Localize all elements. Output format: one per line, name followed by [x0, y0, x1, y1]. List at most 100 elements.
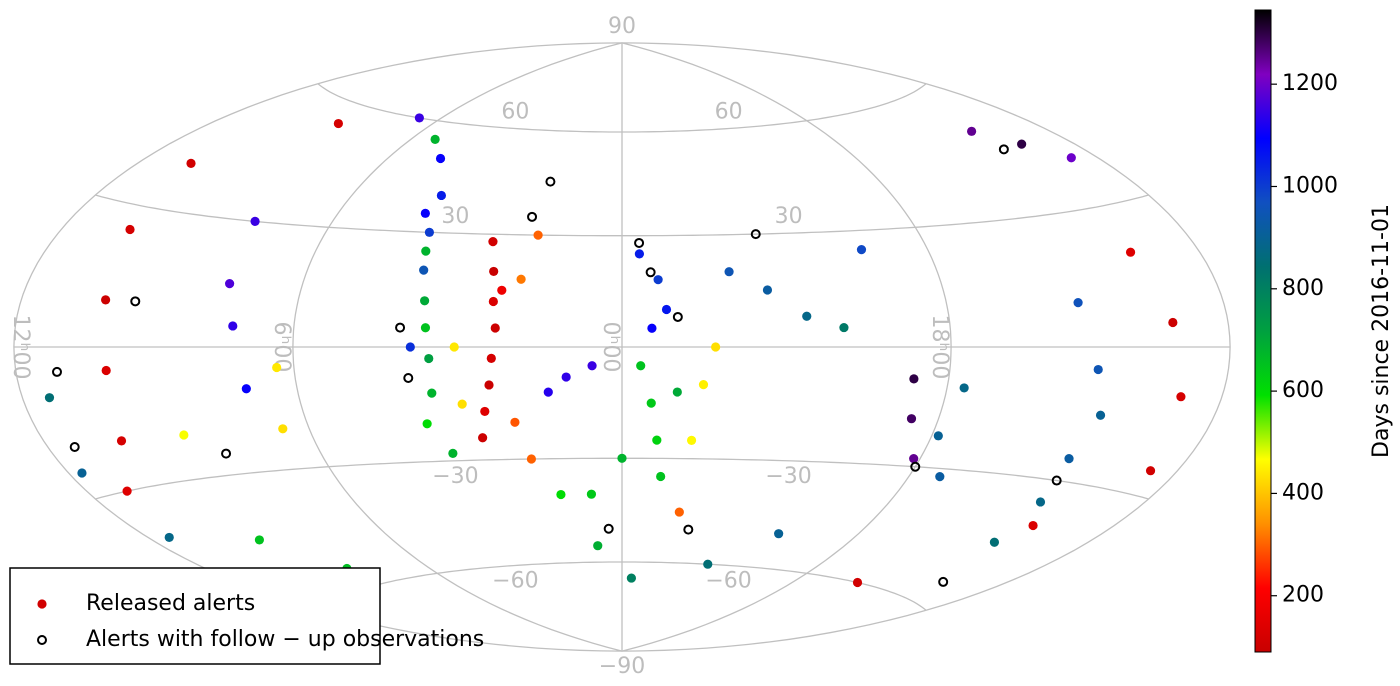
alert-point: [1017, 139, 1027, 149]
alert-point: [556, 489, 566, 500]
lon-tick-label: 0ʰ00: [598, 322, 623, 373]
alert-point: [436, 190, 447, 201]
alert-point: [1066, 153, 1076, 163]
alert-point: [1125, 247, 1136, 257]
alert-point: [488, 296, 498, 307]
alert-point: [414, 113, 424, 123]
colorbar-tick-label: 800: [1282, 276, 1324, 301]
alert-point: [989, 537, 1000, 547]
grid-line: [292, 42, 623, 652]
grid-line: [621, 42, 952, 652]
alert-point: [278, 424, 288, 434]
alert-point: [430, 134, 440, 144]
alert-point: [856, 245, 867, 255]
legend-label: Released alerts: [86, 591, 255, 616]
alert-point: [652, 435, 662, 445]
followup-point: [634, 237, 645, 248]
followup-point: [1051, 475, 1062, 486]
followup-point: [395, 322, 406, 333]
alert-point: [497, 285, 507, 295]
colorbar: [1254, 9, 1272, 653]
alert-point: [435, 153, 446, 164]
alert-point: [774, 529, 784, 539]
alert-point: [420, 323, 431, 333]
lat-tick-label: 90: [608, 14, 636, 39]
alert-point: [241, 384, 251, 394]
alert-point: [762, 285, 773, 295]
alert-point: [250, 216, 260, 227]
alert-point: [422, 419, 432, 429]
alert-point: [484, 380, 494, 390]
followup-point: [672, 311, 683, 322]
alert-point: [909, 454, 919, 464]
followup-point: [750, 229, 761, 240]
alert-point: [490, 323, 500, 333]
alert-point: [653, 275, 663, 285]
alert-point: [480, 406, 490, 417]
alert-point: [333, 118, 343, 129]
alert-point: [959, 383, 969, 393]
alert-point: [533, 230, 543, 240]
alert-point: [647, 323, 657, 333]
alert-point: [561, 372, 571, 382]
alert-point: [44, 393, 55, 403]
lat-tick-label: 30: [775, 204, 803, 229]
colorbar-tick-label: 1000: [1282, 173, 1338, 198]
legend-label: Alerts with follow − up observations: [86, 627, 484, 652]
alert-point: [698, 380, 709, 390]
lat-tick-label: −60: [705, 568, 751, 593]
alert-point: [116, 436, 127, 446]
alert-point: [101, 295, 111, 305]
followup-point: [645, 267, 656, 278]
alert-point: [101, 365, 111, 376]
alert-point: [661, 304, 672, 315]
lat-tick-label: 60: [715, 100, 743, 125]
alert-point: [586, 489, 597, 499]
alert-point: [724, 267, 734, 277]
followup-point: [130, 296, 141, 307]
lon-tick-label: 18ʰ00: [927, 315, 952, 380]
followup-point: [403, 372, 414, 383]
followup-point: [527, 211, 538, 222]
alert-point: [419, 265, 429, 275]
alert-point: [593, 541, 603, 551]
lat-tick-label: −60: [492, 568, 538, 593]
alert-point: [420, 296, 430, 306]
alert-point: [634, 249, 645, 259]
alert-point: [424, 227, 435, 237]
alert-point: [488, 237, 498, 247]
legend-box: [9, 567, 381, 665]
alert-point: [587, 361, 597, 371]
followup-point: [51, 366, 62, 377]
alert-point: [186, 158, 196, 168]
followup-point: [998, 144, 1009, 155]
alert-point: [906, 414, 917, 424]
alert-point: [935, 472, 945, 482]
alert-point: [802, 311, 812, 321]
alert-point: [272, 362, 282, 373]
alert-point: [449, 342, 459, 352]
lat-tick-label: −90: [599, 654, 645, 679]
lat-tick-label: 60: [501, 100, 529, 125]
alert-point: [1176, 392, 1186, 402]
alert-point: [405, 342, 415, 352]
followup-point: [603, 523, 614, 534]
alert-point: [510, 417, 520, 427]
alert-point: [1035, 497, 1046, 507]
alert-point: [1073, 298, 1083, 308]
lon-tick-label: 12ʰ00: [8, 315, 33, 380]
alert-point: [1093, 364, 1103, 375]
alert-point: [1168, 317, 1178, 328]
colorbar-tick-label: 400: [1282, 480, 1324, 505]
lat-tick-label: −30: [765, 464, 811, 489]
colorbar-label: Days since 2016-11-01: [1369, 204, 1394, 458]
alert-point: [909, 374, 919, 384]
alert-point: [703, 559, 713, 569]
alert-point: [478, 433, 488, 443]
alert-point: [427, 388, 437, 398]
alert-point: [672, 387, 682, 397]
followup-point: [910, 461, 921, 472]
alert-point: [674, 507, 684, 517]
alert-point: [516, 274, 526, 284]
